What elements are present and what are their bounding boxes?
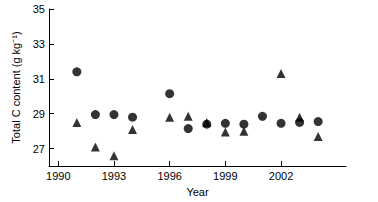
svg-text:27: 27: [33, 143, 45, 155]
svg-text:1996: 1996: [157, 170, 181, 182]
svg-text:33: 33: [33, 38, 45, 50]
svg-text:1990: 1990: [46, 170, 70, 182]
svg-text:35: 35: [33, 3, 45, 15]
svg-text:29: 29: [33, 108, 45, 120]
svg-text:31: 31: [33, 73, 45, 85]
svg-text:1999: 1999: [213, 170, 237, 182]
svg-text:Total C content (g kg⁻¹): Total C content (g kg⁻¹): [10, 31, 22, 143]
svg-text:2002: 2002: [269, 170, 293, 182]
svg-text:1993: 1993: [102, 170, 126, 182]
svg-text:Year: Year: [186, 186, 209, 198]
